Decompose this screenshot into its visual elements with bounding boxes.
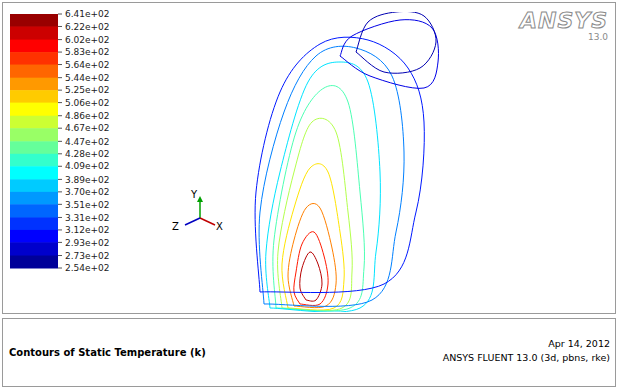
colorbar-label: 6.41e+02 (65, 9, 110, 19)
colorbar-label: 3.70e+02 (65, 187, 110, 197)
colorbar-tick (58, 268, 62, 269)
colorbar-band (10, 192, 58, 205)
background (0, 0, 618, 390)
colorbar-tick (58, 128, 62, 129)
software: ANSYS FLUENT 13.0 (3d, pbns, rke) (443, 352, 610, 363)
contour-line (259, 46, 404, 306)
colorbar-tick (58, 52, 62, 53)
colorbar-band (10, 217, 58, 230)
contour-line (266, 62, 381, 312)
colorbar-band (10, 242, 58, 256)
triad-z-axis (185, 218, 200, 225)
colorbar-tick (58, 26, 62, 27)
colorbar-label: 4.67e+02 (65, 123, 110, 133)
colorbar-band (10, 154, 58, 167)
contour-line (255, 37, 424, 292)
colorbar-tick (58, 153, 62, 154)
colorbar-band (10, 26, 58, 40)
logo: ANSYS (518, 8, 608, 33)
title: Contours of Static Temperature (k) (9, 347, 206, 358)
contour-line (273, 86, 365, 311)
colorbar-label: 5.25e+02 (65, 85, 110, 95)
colorbar-band (10, 204, 58, 218)
colorbar-label: 2.54e+02 (65, 263, 110, 273)
colorbar-band (10, 14, 58, 27)
colorbar-label: 2.73e+02 (65, 251, 110, 261)
colorbar-tick (58, 217, 62, 218)
colorbar-band (10, 166, 58, 180)
colorbar-tick (58, 102, 62, 103)
colorbar-tick (58, 242, 62, 243)
colorbar-band (10, 230, 58, 243)
contour-line (300, 252, 322, 301)
colorbar-tick (58, 115, 62, 116)
colorbar-band (10, 128, 58, 142)
colorbar-label: 3.51e+02 (65, 200, 110, 210)
colorbar-band (10, 141, 58, 154)
figure: 6.41e+02 6.22e+02 6.02e+02 5.83e+02 5.64e+02… (0, 0, 618, 390)
colorbar-tick (58, 39, 62, 40)
colorbar-label: 3.89e+02 (65, 175, 110, 185)
colorbar-band (10, 256, 58, 269)
contour-line (278, 118, 353, 310)
contour-line (282, 164, 344, 310)
contours (255, 12, 438, 312)
colorbar-tick (58, 77, 62, 78)
caption-frame (3, 319, 616, 387)
contour-line (340, 20, 438, 89)
graphics-frame (3, 3, 616, 314)
triad-label: Y (190, 189, 198, 200)
colorbar-tick (58, 141, 62, 142)
colorbar-band (10, 65, 58, 79)
triad-x-axis (200, 218, 215, 225)
triad-y-arrow (197, 196, 203, 202)
colorbar: 6.41e+02 6.22e+02 6.02e+02 5.83e+02 5.64e+02… (10, 9, 110, 273)
colorbar-tick (58, 14, 62, 15)
colorbar-label: 4.47e+02 (65, 137, 110, 147)
date: Apr 14, 2012 (548, 338, 610, 349)
colorbar-tick (58, 64, 62, 65)
colorbar-tick (58, 229, 62, 230)
axes-triad: Y X Z (172, 189, 223, 232)
triad-label: X (216, 221, 223, 232)
colorbar-tick (58, 179, 62, 180)
colorbar-tick (58, 204, 62, 205)
colorbar-label: 5.64e+02 (65, 60, 110, 70)
colorbar-band (10, 90, 58, 103)
colorbar-label: 5.06e+02 (65, 98, 110, 108)
colorbar-label: 6.22e+02 (65, 22, 110, 32)
colorbar-band (10, 179, 58, 192)
colorbar-band (10, 52, 58, 65)
colorbar-label: 5.83e+02 (65, 47, 110, 57)
triad-label: Z (172, 221, 179, 232)
colorbar-label: 4.28e+02 (65, 149, 110, 159)
colorbar-label: 6.02e+02 (65, 35, 110, 45)
colorbar-label: 4.86e+02 (65, 111, 110, 121)
colorbar-band (10, 116, 58, 129)
colorbar-band (10, 40, 58, 53)
colorbar-label: 2.93e+02 (65, 238, 110, 248)
contour-line (294, 232, 328, 306)
colorbar-label: 3.12e+02 (65, 225, 110, 235)
colorbar-label: 4.09e+02 (65, 161, 110, 171)
colorbar-tick (58, 166, 62, 167)
colorbar-tick (58, 191, 62, 192)
logo-version: 13.0 (588, 32, 608, 42)
colorbar-band (10, 78, 58, 91)
colorbar-tick (58, 90, 62, 91)
contour-line (356, 12, 436, 73)
colorbar-label: 3.31e+02 (65, 213, 110, 223)
colorbar-band (10, 103, 58, 117)
colorbar-label: 5.44e+02 (65, 73, 110, 83)
colorbar-tick (58, 255, 62, 256)
